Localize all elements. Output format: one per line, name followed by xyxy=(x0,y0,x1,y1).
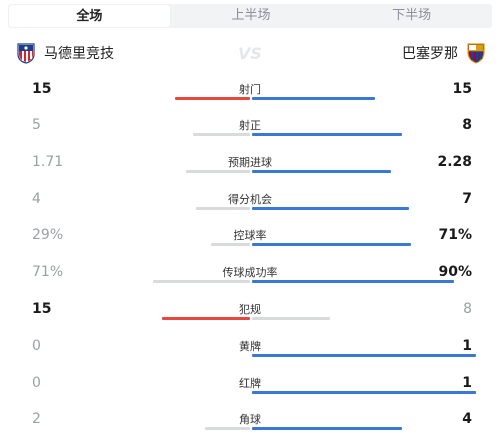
stat-label: 得分机会 xyxy=(228,193,272,206)
home-stat-bar-fill xyxy=(196,207,250,210)
away-stat-value: 8 xyxy=(462,117,472,133)
away-stat-bar-fill xyxy=(252,243,411,246)
away-stat-value: 7 xyxy=(462,191,472,207)
home-team[interactable]: 马德里竞技 xyxy=(16,42,114,64)
away-stat-value: 1 xyxy=(462,375,472,391)
away-stat-value: 4 xyxy=(462,411,472,427)
tab-first-half[interactable]: 上半场 xyxy=(231,8,271,23)
tab-full-match[interactable]: 全场 xyxy=(9,5,170,27)
home-stat-bar xyxy=(114,317,250,320)
away-stat-value: 1 xyxy=(462,338,472,354)
away-stat-bar-fill xyxy=(252,170,391,173)
home-stat-bar xyxy=(114,97,250,100)
home-stat-value: 1.71 xyxy=(32,154,64,170)
stat-label: 红牌 xyxy=(239,377,261,390)
home-stat-bar xyxy=(114,170,250,173)
away-stat-bar xyxy=(252,427,476,430)
stat-row: 15 犯规 8 xyxy=(0,300,500,336)
home-stat-value: 4 xyxy=(32,191,41,207)
away-stat-bar xyxy=(252,354,476,357)
home-stat-value: 71% xyxy=(32,264,64,280)
home-stat-bar xyxy=(114,207,250,210)
away-stat-bar-fill xyxy=(252,317,330,320)
stat-label: 黄牌 xyxy=(239,340,261,353)
home-stat-bar xyxy=(114,391,250,394)
away-stat-bar-fill xyxy=(252,354,476,357)
home-stat-value: 0 xyxy=(32,338,41,354)
home-stat-bar-fill xyxy=(175,97,250,100)
home-stat-bar xyxy=(114,280,250,283)
stat-row: 0 黄牌 1 xyxy=(0,337,500,373)
stat-row: 1.71 预期进球 2.28 xyxy=(0,153,500,189)
away-stat-bar xyxy=(252,391,476,394)
home-stat-value: 2 xyxy=(32,411,41,427)
away-team[interactable]: 巴塞罗那 xyxy=(402,42,486,64)
away-stat-bar-fill xyxy=(252,427,402,430)
away-stat-bar xyxy=(252,133,476,136)
stat-label: 射门 xyxy=(239,83,261,96)
away-stat-value: 71% xyxy=(438,227,472,243)
home-team-name: 马德里竞技 xyxy=(44,46,114,62)
stat-label: 犯规 xyxy=(239,303,261,316)
home-stat-bar-fill xyxy=(153,280,250,283)
away-stat-value: 15 xyxy=(452,81,472,97)
home-stat-bar-fill xyxy=(205,427,250,430)
period-tabs: 全场 上半场 下半场 xyxy=(8,4,492,28)
stat-row: 15 射门 15 xyxy=(0,80,500,116)
home-stat-bar-fill xyxy=(193,133,250,136)
stat-row: 71% 传球成功率 90% xyxy=(0,263,500,299)
stat-label: 传球成功率 xyxy=(222,266,278,279)
away-stat-bar xyxy=(252,170,476,173)
home-stat-value: 0 xyxy=(32,375,41,391)
home-stat-bar xyxy=(114,133,250,136)
svg-text:VS: VS xyxy=(238,44,262,63)
away-stat-bar xyxy=(252,207,476,210)
home-stat-value: 15 xyxy=(32,81,52,97)
tab-second-half[interactable]: 下半场 xyxy=(392,8,432,23)
away-stat-bar-fill xyxy=(252,207,409,210)
home-stat-value: 5 xyxy=(32,117,41,133)
stat-label: 控球率 xyxy=(233,229,267,242)
stat-row: 4 得分机会 7 xyxy=(0,190,500,226)
home-stat-bar-fill xyxy=(162,317,250,320)
away-stat-bar xyxy=(252,97,476,100)
home-stat-bar-fill xyxy=(211,243,250,246)
stat-row: 0 红牌 1 xyxy=(0,374,500,410)
atletico-madrid-crest-icon xyxy=(16,42,36,64)
stat-label: 角球 xyxy=(239,413,261,426)
stat-label: 预期进球 xyxy=(228,156,272,169)
away-stat-value: 90% xyxy=(438,264,472,280)
barcelona-crest-icon xyxy=(466,42,486,64)
home-stat-bar xyxy=(114,354,250,357)
home-stat-bar xyxy=(114,427,250,430)
home-stat-bar-fill xyxy=(186,170,250,173)
away-stat-bar-fill xyxy=(252,391,476,394)
home-stat-bar xyxy=(114,243,250,246)
stat-row: 5 射正 8 xyxy=(0,116,500,152)
away-stat-bar-fill xyxy=(252,280,454,283)
away-stat-value: 2.28 xyxy=(437,154,472,170)
stat-row: 29% 控球率 71% xyxy=(0,226,500,262)
stat-label: 射正 xyxy=(239,119,261,132)
away-team-name: 巴塞罗那 xyxy=(402,46,458,62)
away-stat-bar xyxy=(252,280,476,283)
home-stat-value: 15 xyxy=(32,301,52,317)
away-stat-bar-fill xyxy=(252,97,375,100)
away-stat-bar xyxy=(252,243,476,246)
home-stat-value: 29% xyxy=(32,227,64,243)
away-stat-bar-fill xyxy=(252,133,402,136)
away-stat-bar xyxy=(252,317,476,320)
stat-row: 2 角球 4 xyxy=(0,410,500,440)
vs-icon: VS xyxy=(230,42,270,64)
away-stat-value: 8 xyxy=(463,301,472,317)
teams-header: 马德里竞技 VS 巴塞罗那 xyxy=(0,34,500,70)
